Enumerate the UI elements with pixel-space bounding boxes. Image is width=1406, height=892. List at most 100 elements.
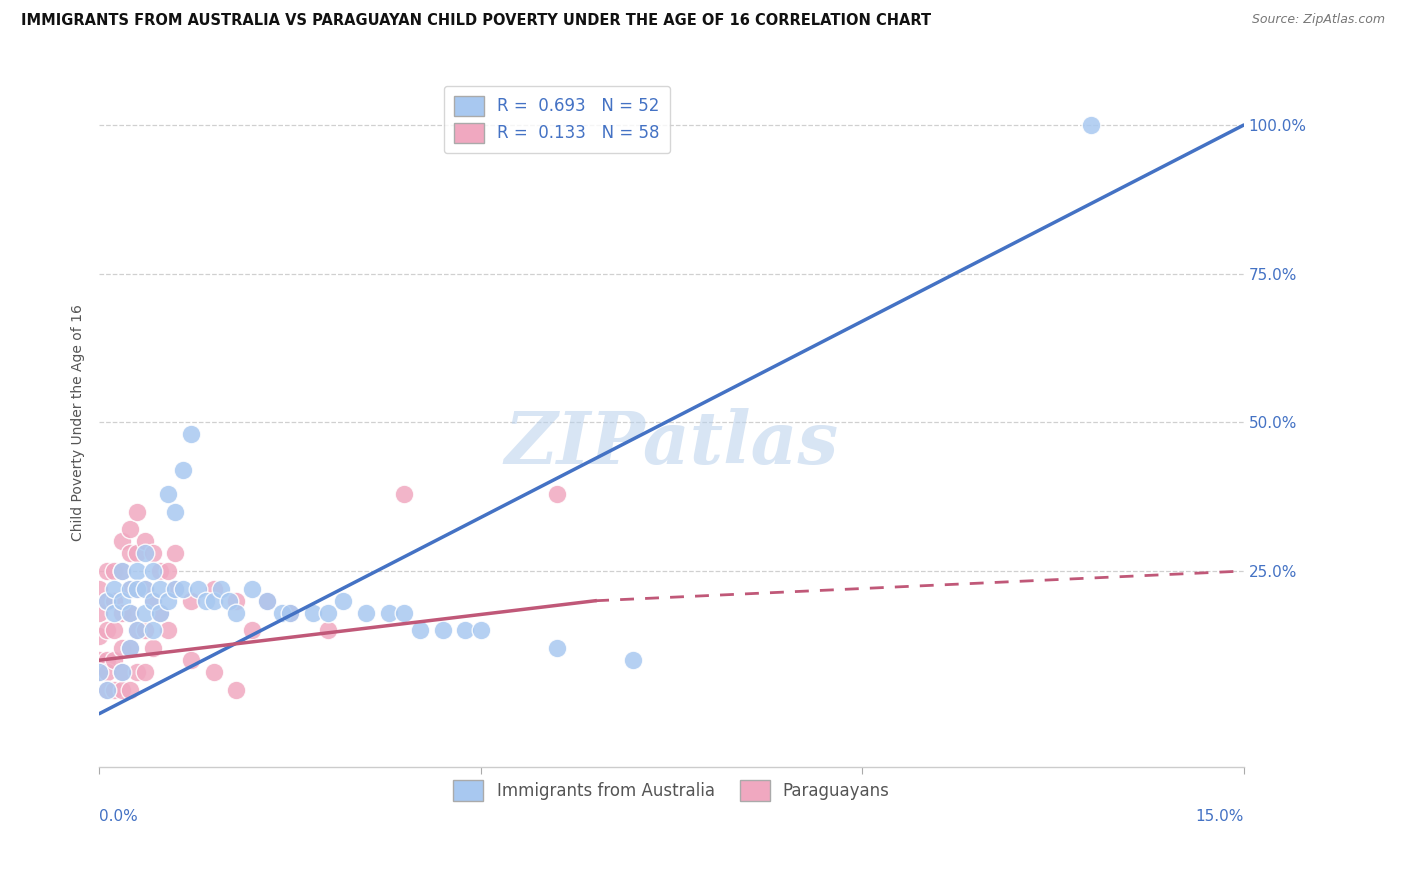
- Point: [103, 582, 125, 596]
- Point: [156, 486, 179, 500]
- Point: [1080, 118, 1102, 132]
- Point: [454, 624, 477, 638]
- Point: [89, 582, 111, 596]
- Point: [394, 606, 416, 620]
- Point: [141, 546, 163, 560]
- Point: [225, 606, 247, 620]
- Point: [156, 593, 179, 607]
- Point: [127, 582, 149, 596]
- Point: [96, 593, 118, 607]
- Point: [127, 582, 149, 596]
- Legend: Immigrants from Australia, Paraguayans: Immigrants from Australia, Paraguayans: [447, 773, 897, 807]
- Point: [316, 624, 339, 638]
- Point: [96, 593, 118, 607]
- Point: [96, 564, 118, 578]
- Point: [141, 593, 163, 607]
- Point: [354, 606, 377, 620]
- Point: [172, 463, 194, 477]
- Point: [278, 606, 301, 620]
- Y-axis label: Child Poverty Under the Age of 16: Child Poverty Under the Age of 16: [72, 304, 86, 541]
- Point: [149, 606, 172, 620]
- Point: [127, 624, 149, 638]
- Point: [118, 582, 141, 596]
- Point: [118, 682, 141, 697]
- Point: [546, 641, 568, 656]
- Point: [118, 522, 141, 536]
- Point: [96, 665, 118, 679]
- Point: [202, 593, 225, 607]
- Point: [89, 665, 111, 679]
- Point: [111, 593, 134, 607]
- Point: [172, 582, 194, 596]
- Point: [141, 624, 163, 638]
- Point: [621, 653, 644, 667]
- Point: [202, 582, 225, 596]
- Point: [118, 582, 141, 596]
- Point: [225, 593, 247, 607]
- Point: [141, 593, 163, 607]
- Point: [240, 624, 263, 638]
- Point: [127, 665, 149, 679]
- Point: [118, 606, 141, 620]
- Point: [149, 564, 172, 578]
- Text: IMMIGRANTS FROM AUSTRALIA VS PARAGUAYAN CHILD POVERTY UNDER THE AGE OF 16 CORREL: IMMIGRANTS FROM AUSTRALIA VS PARAGUAYAN …: [21, 13, 931, 29]
- Point: [89, 653, 111, 667]
- Point: [134, 606, 156, 620]
- Point: [194, 593, 217, 607]
- Point: [141, 641, 163, 656]
- Point: [156, 624, 179, 638]
- Point: [111, 641, 134, 656]
- Point: [470, 624, 492, 638]
- Point: [149, 606, 172, 620]
- Point: [225, 682, 247, 697]
- Text: 15.0%: 15.0%: [1195, 809, 1244, 823]
- Text: ZIPatlas: ZIPatlas: [505, 408, 838, 478]
- Point: [180, 593, 202, 607]
- Point: [118, 546, 141, 560]
- Point: [127, 624, 149, 638]
- Point: [96, 682, 118, 697]
- Point: [165, 582, 187, 596]
- Point: [546, 486, 568, 500]
- Point: [408, 624, 430, 638]
- Point: [256, 593, 278, 607]
- Point: [103, 564, 125, 578]
- Point: [256, 593, 278, 607]
- Point: [187, 582, 209, 596]
- Point: [165, 582, 187, 596]
- Point: [301, 606, 323, 620]
- Point: [134, 665, 156, 679]
- Point: [111, 665, 134, 679]
- Point: [89, 629, 111, 643]
- Point: [149, 582, 172, 596]
- Point: [271, 606, 294, 620]
- Point: [111, 564, 134, 578]
- Point: [111, 606, 134, 620]
- Point: [134, 582, 156, 596]
- Point: [111, 682, 134, 697]
- Point: [118, 641, 141, 656]
- Point: [378, 606, 401, 620]
- Point: [103, 593, 125, 607]
- Point: [432, 624, 454, 638]
- Point: [103, 606, 125, 620]
- Point: [394, 486, 416, 500]
- Point: [103, 682, 125, 697]
- Point: [118, 606, 141, 620]
- Point: [156, 564, 179, 578]
- Point: [165, 504, 187, 518]
- Point: [103, 624, 125, 638]
- Point: [96, 624, 118, 638]
- Point: [127, 504, 149, 518]
- Point: [165, 546, 187, 560]
- Point: [316, 606, 339, 620]
- Point: [96, 653, 118, 667]
- Point: [111, 534, 134, 549]
- Point: [89, 665, 111, 679]
- Point: [127, 546, 149, 560]
- Point: [218, 593, 240, 607]
- Point: [96, 682, 118, 697]
- Point: [103, 653, 125, 667]
- Point: [134, 534, 156, 549]
- Text: Source: ZipAtlas.com: Source: ZipAtlas.com: [1251, 13, 1385, 27]
